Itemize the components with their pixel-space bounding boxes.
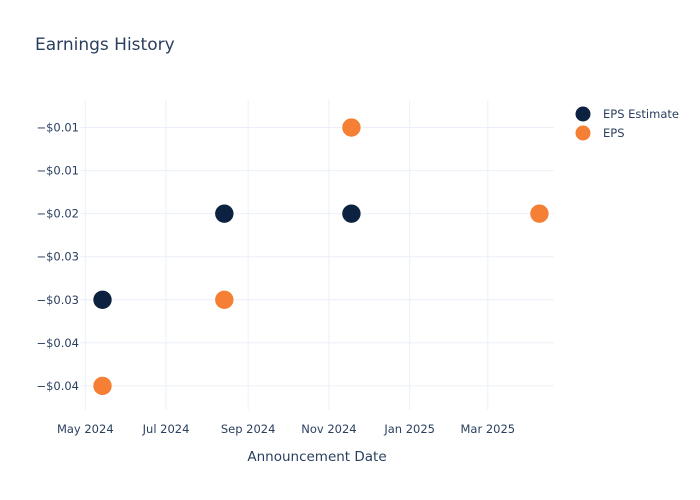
x-axis-ticks: May 2024 Jul 2024 Sep 2024 Nov 2024 Jan 2025… <box>57 422 515 436</box>
eps-estimate-point[interactable] <box>341 203 362 224</box>
y-tick-label: −$0.01 <box>36 164 79 178</box>
x-tick-label: Nov 2024 <box>301 422 356 436</box>
y-tick-label: −$0.01 <box>36 121 79 135</box>
legend-eps-marker[interactable] <box>575 125 591 141</box>
y-tick-label: −$0.03 <box>36 250 79 264</box>
x-axis-title: Announcement Date <box>247 449 386 465</box>
legend-eps-label[interactable]: EPS <box>603 126 625 140</box>
eps-estimate-point[interactable] <box>92 289 113 310</box>
y-tick-label: −$0.04 <box>36 336 79 350</box>
eps-point[interactable] <box>529 203 550 224</box>
x-tick-label: Jan 2025 <box>383 422 435 436</box>
legend-eps-estimate-label[interactable]: EPS Estimate <box>603 107 679 121</box>
eps-point[interactable] <box>214 289 235 310</box>
y-tick-label: −$0.03 <box>36 293 79 307</box>
x-tick-label: Mar 2025 <box>460 422 515 436</box>
x-tick-label: May 2024 <box>57 422 114 436</box>
eps-point[interactable] <box>92 376 113 396</box>
x-tick-label: Jul 2024 <box>142 422 190 436</box>
x-tick-label: Sep 2024 <box>221 422 276 436</box>
eps-point[interactable] <box>341 117 362 138</box>
y-axis-ticks: −$0.01 −$0.01 −$0.02 −$0.03 −$0.03 −$0.04 −$0.… <box>36 121 79 393</box>
legend-eps-estimate-marker[interactable] <box>575 106 591 122</box>
gridlines <box>80 100 554 410</box>
data-markers <box>92 117 550 396</box>
eps-estimate-point[interactable] <box>214 203 235 224</box>
legend[interactable]: EPS Estimate EPS <box>575 106 679 141</box>
y-tick-label: −$0.04 <box>36 379 79 393</box>
chart-title: Earnings History <box>35 35 175 55</box>
y-tick-label: −$0.02 <box>36 207 79 221</box>
